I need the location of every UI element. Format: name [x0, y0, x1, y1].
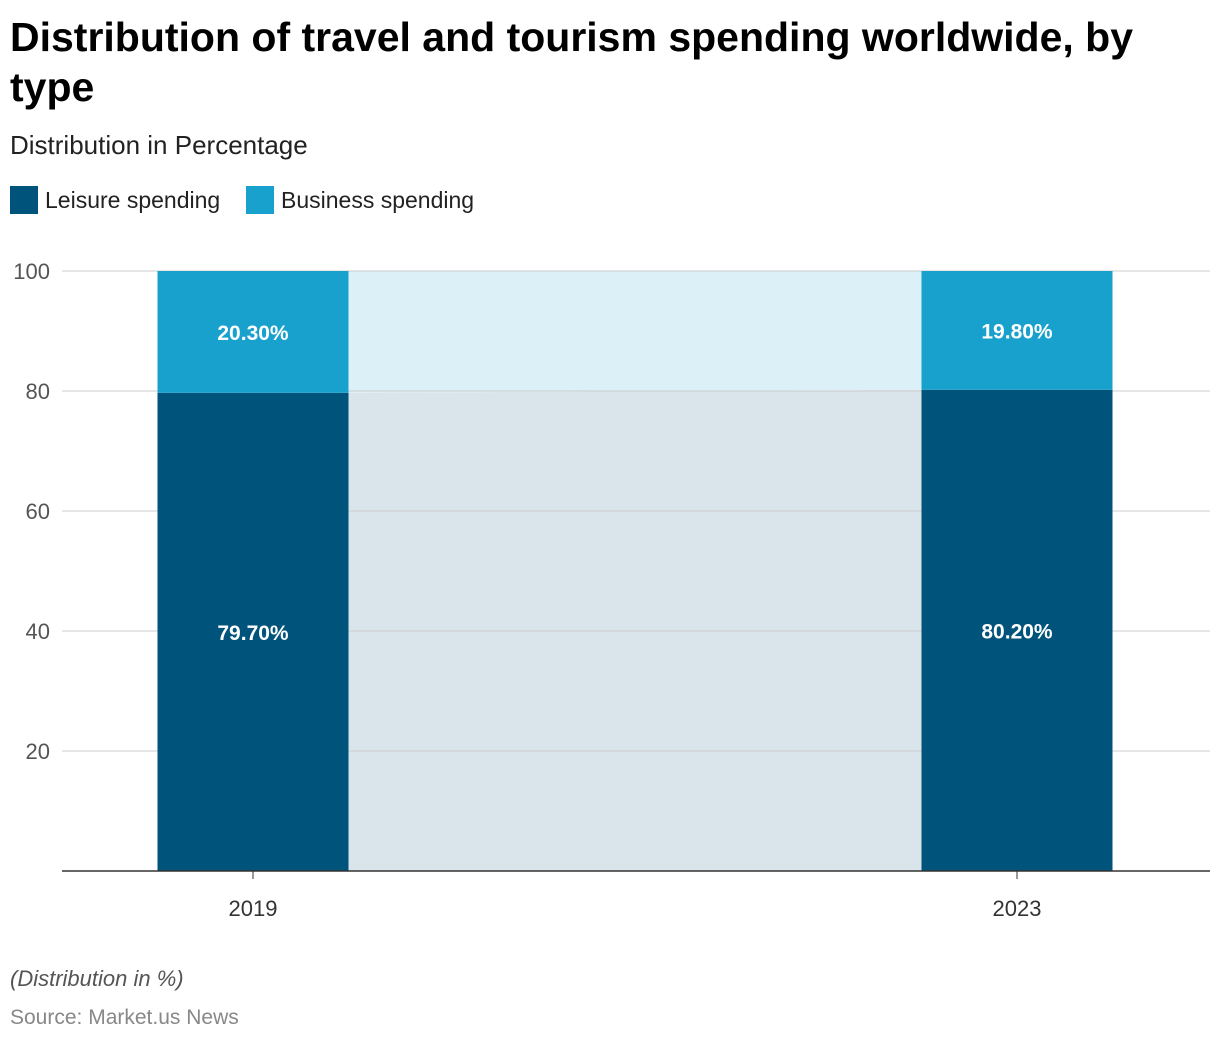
- chart-plot: 20 40 60 80 100 79.70% 20.30% 2019 80.20% 19.80% 2…: [13, 259, 1210, 921]
- bar-2023-1: [921, 271, 1113, 390]
- legend-label: Business spending: [281, 186, 475, 213]
- legend-leisure: Leisure spending: [10, 186, 220, 214]
- data-label: 79.70%: [217, 622, 289, 645]
- data-label: 80.20%: [981, 620, 1053, 643]
- bar-2019-1: [157, 271, 349, 393]
- bar-2023-0: [921, 389, 1113, 871]
- y-tick-label: 100: [13, 259, 50, 284]
- chart-note: (Distribution in %): [10, 966, 184, 991]
- y-tick-label: 80: [26, 379, 50, 404]
- x-tick-label: 2023: [993, 896, 1042, 921]
- chart-title: Distribution of travel and tourism spend…: [10, 14, 1134, 110]
- connector-leisure: [348, 389, 922, 871]
- x-tick-label: 2019: [229, 896, 278, 921]
- bar-2019-0: [157, 392, 349, 871]
- legend-swatch-business: [246, 186, 274, 214]
- y-tick-label: 20: [26, 739, 50, 764]
- data-label: 20.30%: [217, 322, 289, 345]
- legend-business: Business spending: [246, 186, 474, 214]
- chart-source: Source: Market.us News: [10, 1006, 239, 1029]
- data-label: 19.80%: [981, 320, 1053, 343]
- chart-subtitle: Distribution in Percentage: [10, 130, 308, 160]
- legend-swatch-leisure: [10, 186, 38, 214]
- y-tick-label: 60: [26, 499, 50, 524]
- connector-business: [348, 271, 922, 393]
- legend-label: Leisure spending: [45, 186, 221, 213]
- y-tick-label: 40: [26, 619, 50, 644]
